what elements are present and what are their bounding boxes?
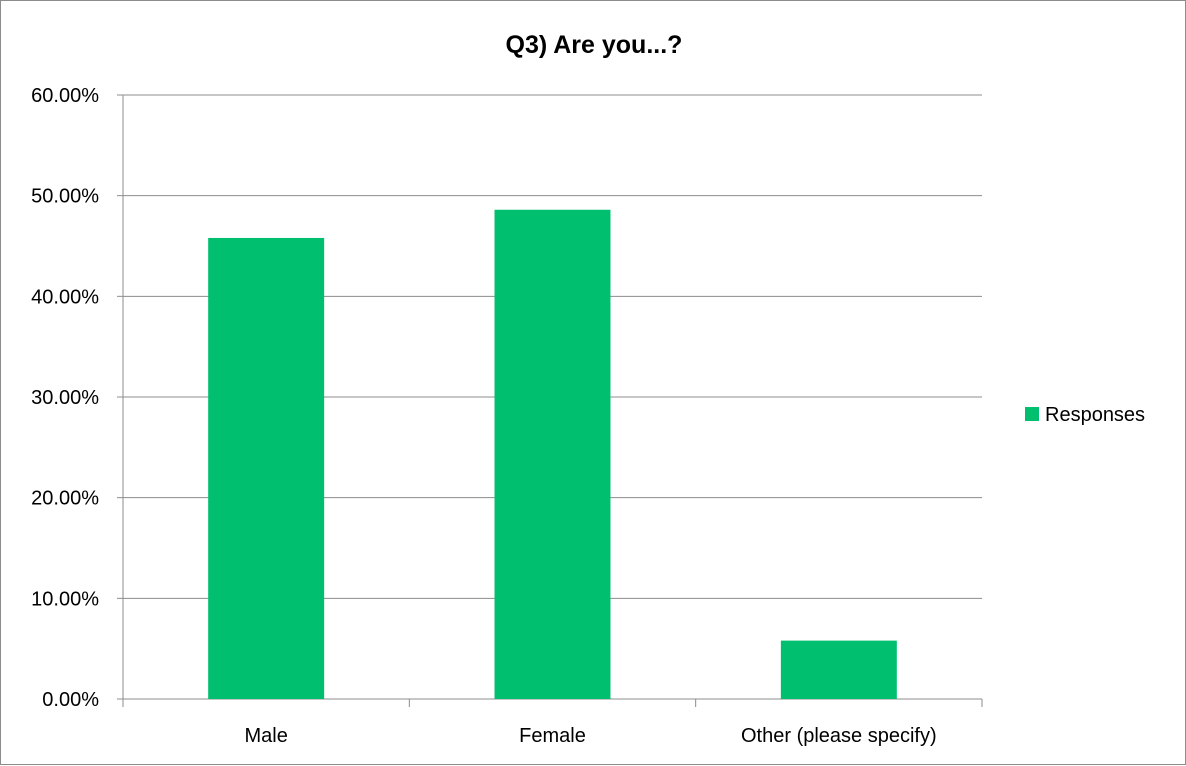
bars [208, 209, 897, 700]
bar-other-please-specify [780, 640, 897, 699]
y-tick-labels: 0.00% 10.00% 20.00% 30.00% 40.00% 50.00% 60.00… [31, 85, 99, 711]
y-tick-label: 40.00% [31, 286, 99, 308]
bar-male [208, 237, 325, 700]
y-tick-label: 20.00% [31, 488, 99, 510]
legend-swatch [1025, 407, 1039, 421]
y-tick-label: 30.00% [31, 387, 99, 409]
y-tick-label: 60.00% [31, 85, 99, 107]
y-tick-label: 0.00% [42, 689, 99, 711]
x-tick-label: Female [519, 725, 586, 747]
x-tick-label: Male [244, 725, 287, 747]
bar-female [494, 209, 611, 699]
y-tick-label: 50.00% [31, 186, 99, 208]
x-tick-labels: Male Female Other (please specify) [244, 725, 936, 747]
legend: Responses [1025, 404, 1145, 426]
y-tick-label: 10.00% [31, 588, 99, 610]
legend-label-responses: Responses [1045, 404, 1145, 426]
chart-title: Q3) Are you...? [506, 31, 683, 59]
x-tick-label: Other (please specify) [741, 725, 937, 747]
